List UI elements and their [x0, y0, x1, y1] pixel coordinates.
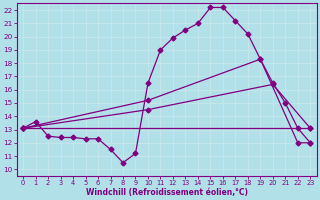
X-axis label: Windchill (Refroidissement éolien,°C): Windchill (Refroidissement éolien,°C) — [86, 188, 248, 197]
